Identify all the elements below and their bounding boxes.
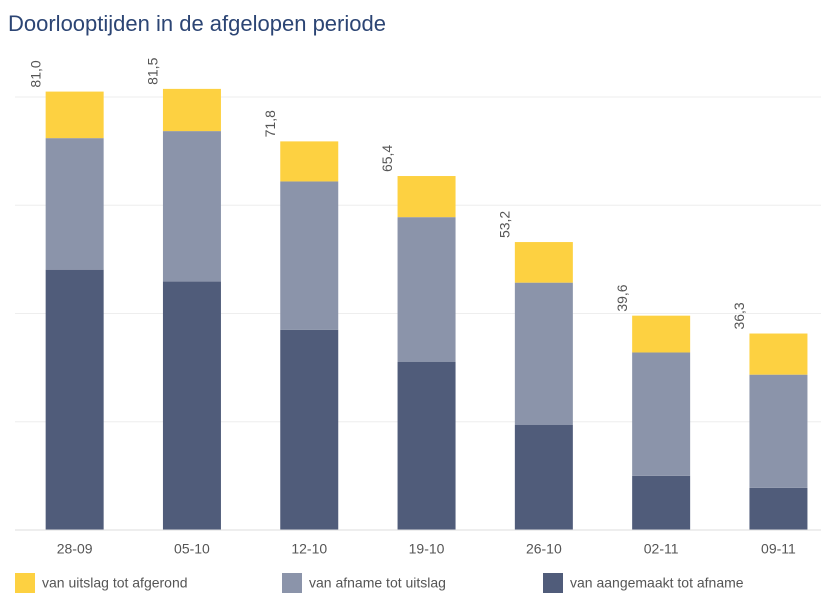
- bar-segment: [280, 181, 339, 330]
- bar-segment: [397, 361, 456, 530]
- bar-segment: [514, 282, 573, 425]
- bar-segment: [514, 424, 573, 530]
- bar-segment: [162, 88, 221, 132]
- legend-label: van afname tot uitslag: [309, 575, 446, 591]
- legend-swatch: [282, 573, 302, 593]
- bar-segment: [397, 176, 456, 218]
- total-label: 81,5: [145, 57, 161, 84]
- bar-segment: [632, 352, 691, 476]
- bar-segment: [45, 91, 104, 139]
- x-tick-label: 12-10: [291, 541, 327, 557]
- bar-segment: [280, 141, 339, 182]
- bar-segment: [749, 487, 808, 530]
- total-label: 81,0: [27, 60, 43, 87]
- x-tick-label: 09-11: [761, 541, 796, 557]
- chart-title: Doorlooptijden in de afgelopen periode: [8, 11, 386, 36]
- bar-segment: [162, 281, 221, 530]
- x-tick-label: 02-11: [644, 541, 679, 557]
- legend-label: van aangemaakt tot afname: [570, 575, 744, 591]
- legend-label: van uitslag tot afgerond: [42, 575, 188, 591]
- bar-segment: [749, 374, 808, 488]
- bar-segment: [45, 269, 104, 530]
- total-label: 39,6: [614, 284, 630, 311]
- legend-swatch: [543, 573, 563, 593]
- legend-swatch: [15, 573, 35, 593]
- x-tick-label: 05-10: [174, 541, 210, 557]
- total-label: 65,4: [379, 145, 395, 172]
- bar-segment: [397, 217, 456, 362]
- bar-segment: [514, 242, 573, 283]
- x-tick-label: 19-10: [409, 541, 445, 557]
- bar-segment: [45, 138, 104, 270]
- bar-segment: [162, 131, 221, 282]
- x-tick-label: 26-10: [526, 541, 562, 557]
- bar-segment: [632, 475, 691, 530]
- x-tick-label: 28-09: [57, 541, 93, 557]
- total-label: 71,8: [262, 110, 278, 137]
- bar-segment: [749, 333, 808, 375]
- total-label: 36,3: [731, 302, 747, 329]
- bar-segment: [280, 329, 339, 530]
- bar-segment: [632, 315, 691, 353]
- total-label: 53,2: [497, 211, 513, 238]
